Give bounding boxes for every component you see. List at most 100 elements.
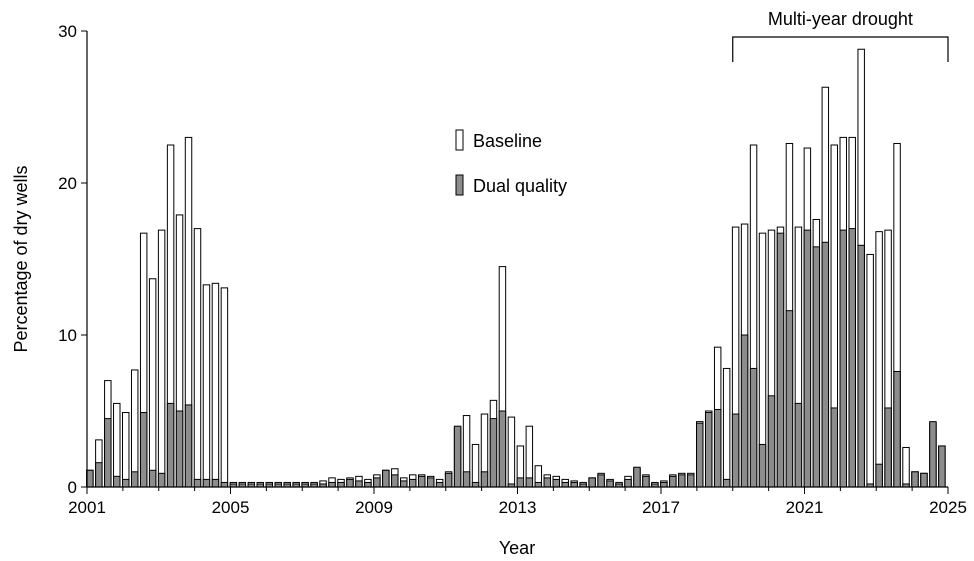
bar-dual-quality: [435, 481, 444, 488]
x-tick-label: 2001: [68, 498, 106, 517]
bar-baseline: [866, 253, 874, 488]
legend-label-dual-quality: Dual quality: [473, 176, 567, 196]
bar-dual-quality: [740, 334, 749, 488]
bar-dual-quality: [884, 407, 892, 488]
bar-dual-quality: [606, 480, 614, 488]
bar-dual-quality: [462, 471, 471, 488]
bar-dual-quality: [328, 481, 336, 488]
bar-dual-quality: [911, 471, 919, 488]
bar-dual-quality: [364, 481, 372, 488]
drought-bracket: [732, 36, 949, 62]
bar-dual-quality: [561, 481, 569, 488]
bar-dual-quality: [86, 469, 94, 488]
bar-dual-quality: [821, 241, 830, 488]
bar-dual-quality: [480, 471, 489, 488]
bar-dual-quality: [166, 402, 175, 488]
bar-dual-quality: [857, 244, 865, 488]
bar-dual-quality: [220, 481, 229, 488]
bar-dual-quality: [426, 477, 435, 488]
bar-dual-quality: [785, 310, 794, 488]
bar-dual-quality: [130, 471, 139, 488]
x-tick-label: 2021: [786, 498, 824, 517]
bar-dual-quality: [803, 229, 812, 488]
bar-dual-quality: [758, 443, 767, 488]
bar-dual-quality: [848, 228, 856, 488]
bar-dual-quality: [704, 412, 713, 488]
bar-dual-quality: [570, 481, 578, 488]
bar-dual-quality: [417, 475, 426, 488]
bar-dual-quality: [669, 475, 677, 488]
bar-baseline: [130, 369, 139, 488]
bar-dual-quality: [193, 478, 202, 488]
bar-dual-quality: [767, 395, 776, 488]
bar-dual-quality: [929, 421, 937, 488]
bar-dual-quality: [157, 472, 166, 488]
bar-dual-quality: [453, 425, 462, 488]
legend: Baseline Dual quality: [455, 129, 567, 196]
bar-dual-quality: [409, 478, 417, 488]
bar-dual-quality: [355, 480, 363, 488]
bar-dual-quality: [794, 402, 803, 488]
bar-dual-quality: [202, 478, 211, 488]
bar-dual-quality: [678, 474, 686, 488]
bar-baseline: [211, 282, 220, 488]
x-tick-label: 2005: [212, 498, 250, 517]
bar-dual-quality: [624, 478, 632, 488]
bar-dual-quality: [696, 422, 704, 488]
bar-dual-quality: [400, 480, 408, 488]
bar-dual-quality: [489, 418, 498, 488]
bar-dual-quality: [552, 478, 560, 488]
bar-dual-quality: [875, 463, 883, 488]
bar-dual-quality: [839, 229, 847, 488]
bar-dual-quality: [893, 370, 901, 488]
bar-baseline: [157, 229, 166, 488]
bar-dual-quality: [346, 478, 354, 488]
bar-dual-quality: [642, 475, 650, 488]
bar-dual-quality: [920, 472, 928, 488]
bar-dual-quality: [812, 246, 821, 488]
y-axis-ticks: 0 10 20 30: [58, 22, 87, 497]
bar-baseline: [113, 402, 121, 488]
bar-baseline: [148, 278, 157, 488]
bar-dual-quality: [633, 466, 641, 488]
legend-label-baseline: Baseline: [473, 131, 542, 151]
bar-dual-quality: [337, 481, 345, 488]
bar-dual-quality: [113, 475, 121, 488]
x-tick-label: 2025: [929, 498, 967, 517]
y-tick-label: 30: [58, 22, 77, 41]
bar-dual-quality: [95, 462, 103, 488]
bar-dual-quality: [534, 481, 543, 488]
bar-dual-quality: [525, 477, 534, 488]
bar-dual-quality: [184, 404, 193, 488]
legend-swatch-dual-quality: [455, 174, 464, 196]
bar-baseline: [902, 446, 910, 488]
bar-dual-quality: [444, 472, 453, 488]
bar-baseline: [471, 443, 480, 488]
bar-dual-quality: [722, 478, 731, 488]
bar-dual-quality: [516, 477, 525, 488]
bar-baseline: [875, 231, 883, 488]
bar-baseline: [122, 412, 130, 488]
bar-dual-quality: [122, 478, 130, 488]
bar-baseline: [220, 287, 229, 488]
bar-dual-quality: [391, 474, 399, 488]
x-tick-label: 2017: [642, 498, 680, 517]
bar-dual-quality: [776, 232, 785, 488]
bar-baseline: [507, 416, 516, 488]
drought-annotation: Multi-year drought: [732, 9, 949, 62]
y-tick-label: 0: [68, 478, 77, 497]
bar-dual-quality: [713, 408, 722, 488]
bar-dual-quality: [211, 478, 220, 488]
bar-dual-quality: [175, 410, 184, 488]
bar-dual-quality: [373, 477, 381, 488]
bar-dual-quality: [731, 413, 740, 488]
legend-swatch-baseline: [455, 129, 464, 151]
bar-baseline: [202, 284, 211, 488]
bar-dual-quality: [938, 445, 946, 488]
y-axis-title: Percentage of dry wells: [11, 165, 31, 352]
bar-dual-quality: [148, 469, 157, 488]
x-tick-label: 2013: [499, 498, 537, 517]
x-tick-label: 2009: [355, 498, 393, 517]
bar-dual-quality: [498, 410, 507, 488]
